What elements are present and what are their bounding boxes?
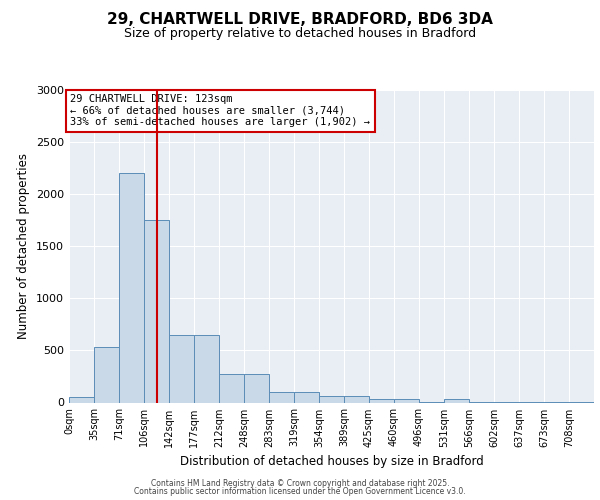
Bar: [444, 400, 469, 402]
Text: Contains HM Land Registry data © Crown copyright and database right 2025.: Contains HM Land Registry data © Crown c…: [151, 478, 449, 488]
Bar: [269, 392, 294, 402]
Bar: [194, 335, 219, 402]
Text: Size of property relative to detached houses in Bradford: Size of property relative to detached ho…: [124, 28, 476, 40]
Bar: [344, 396, 369, 402]
Bar: [69, 398, 94, 402]
Y-axis label: Number of detached properties: Number of detached properties: [17, 153, 31, 339]
Bar: [319, 396, 344, 402]
Bar: [94, 348, 119, 403]
Bar: [294, 392, 319, 402]
Bar: [219, 374, 244, 402]
Bar: [169, 335, 194, 402]
Text: Contains public sector information licensed under the Open Government Licence v3: Contains public sector information licen…: [134, 487, 466, 496]
Bar: [119, 174, 144, 402]
Bar: [144, 220, 169, 402]
X-axis label: Distribution of detached houses by size in Bradford: Distribution of detached houses by size …: [179, 455, 484, 468]
Bar: [244, 374, 269, 402]
Text: 29 CHARTWELL DRIVE: 123sqm
← 66% of detached houses are smaller (3,744)
33% of s: 29 CHARTWELL DRIVE: 123sqm ← 66% of deta…: [70, 94, 370, 128]
Bar: [394, 400, 419, 402]
Text: 29, CHARTWELL DRIVE, BRADFORD, BD6 3DA: 29, CHARTWELL DRIVE, BRADFORD, BD6 3DA: [107, 12, 493, 28]
Bar: [369, 400, 394, 402]
